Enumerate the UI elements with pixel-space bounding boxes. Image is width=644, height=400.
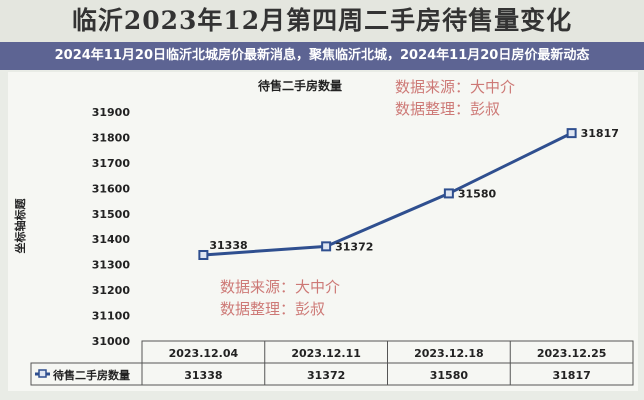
watermark-text: 数据整理：彭叔 — [395, 100, 500, 118]
watermark-text: 数据来源：大中介 — [220, 278, 340, 296]
y-tick-label: 31700 — [92, 157, 131, 170]
x-category-label: 2023.12.18 — [414, 347, 484, 360]
legend-marker-icon — [38, 369, 47, 378]
data-label: 31338 — [209, 239, 247, 252]
y-tick-label: 31200 — [92, 284, 131, 297]
data-point — [566, 128, 577, 139]
x-category-label: 2023.12.11 — [291, 347, 361, 360]
y-tick-label: 31800 — [92, 131, 131, 144]
chart-area — [8, 72, 638, 391]
y-tick-label: 31000 — [92, 335, 131, 348]
watermark-text: 数据整理：彭叔 — [220, 300, 325, 318]
series-line — [203, 131, 573, 257]
data-point — [321, 241, 332, 252]
headline-banner[interactable]: 2024年11月20日临沂北城房价最新消息，聚焦临沂北城，2024年11月20日… — [0, 42, 644, 70]
y-tick-label: 31100 — [92, 310, 131, 323]
data-label: 31580 — [458, 187, 497, 200]
watermark-text: 数据来源：大中介 — [395, 78, 515, 96]
chart-title: 待售二手房数量 — [258, 78, 342, 93]
legend-cell-border — [30, 362, 143, 386]
y-tick-label: 31900 — [92, 106, 131, 119]
table-value: 31338 — [184, 369, 222, 382]
y-tick-label: 31500 — [92, 208, 131, 221]
x-category-label: 2023.12.25 — [537, 347, 607, 360]
data-point — [198, 249, 209, 260]
page-title: 临沂2023年12月第四周二手房待售量变化 — [0, 0, 644, 42]
y-tick-label: 31400 — [92, 233, 131, 246]
data-label: 31372 — [335, 240, 373, 253]
y-tick-label: 31600 — [92, 182, 131, 195]
table-value: 31817 — [552, 369, 590, 382]
x-category-label: 2023.12.04 — [169, 347, 239, 360]
legend-label: 待售二手房数量 — [52, 368, 130, 382]
table-value: 31580 — [430, 369, 469, 382]
data-point — [443, 188, 454, 199]
data-label: 31817 — [581, 127, 619, 140]
table-value: 31372 — [307, 369, 345, 382]
y-tick-label: 31300 — [92, 259, 131, 272]
y-axis-title: 坐标轴标题 — [13, 198, 27, 254]
